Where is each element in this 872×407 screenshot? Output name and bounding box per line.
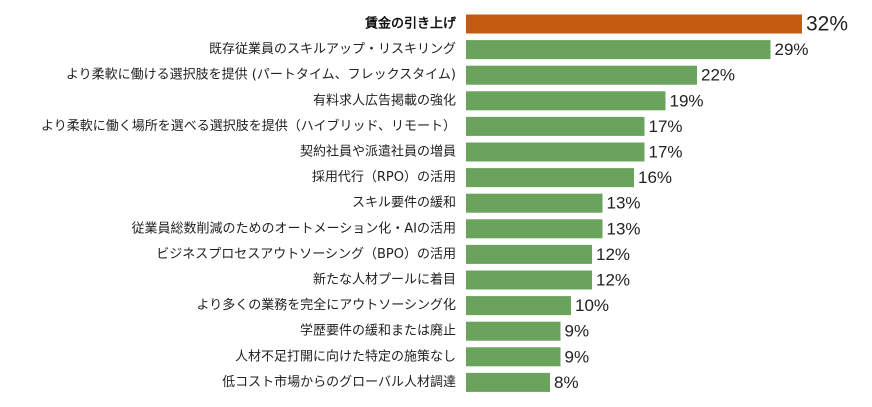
bar xyxy=(466,116,645,136)
value-label: 17% xyxy=(649,142,683,161)
category-label: 契約社員や派遣社員の増員 xyxy=(300,144,456,160)
category-label: 既存従業員のスキルアップ・リスキリング xyxy=(209,41,456,57)
value-label: 13% xyxy=(607,219,641,238)
bar xyxy=(466,91,666,111)
bar xyxy=(466,65,697,85)
bar xyxy=(466,296,571,316)
category-label: スキル要件の緩和 xyxy=(352,196,456,211)
category-label: 採用代行（RPO）の活用 xyxy=(312,170,456,185)
value-label: 9% xyxy=(565,347,590,366)
bar xyxy=(466,193,603,213)
category-label: ビジネスプロセスアウトソーシング（BPO）の活用 xyxy=(156,247,456,262)
category-label: 人材不足打開に向けた特定の施策なし xyxy=(235,348,456,364)
bar xyxy=(466,372,550,392)
category-label: 低コスト市場からのグローバル人材調達 xyxy=(222,374,456,390)
category-label: 賃金の引き上げ xyxy=(364,16,457,32)
bar xyxy=(466,244,592,264)
bar xyxy=(466,270,592,290)
category-label: 従業員総数削減のためのオートメーション化・AIの活用 xyxy=(132,220,456,236)
value-label: 10% xyxy=(575,296,609,315)
bar xyxy=(466,40,771,60)
bar xyxy=(466,321,561,341)
value-label: 9% xyxy=(565,322,590,341)
category-label: 新たな人材プールに着目 xyxy=(313,272,456,288)
bar xyxy=(466,219,603,239)
category-label: 学歴要件の緩和または廃止 xyxy=(300,323,456,339)
value-label: 19% xyxy=(670,91,704,110)
category-label: より柔軟に働く場所を選べる選択肢を提供（ハイブリッド、リモート） xyxy=(41,118,456,134)
category-label: 有料求人広告掲載の強化 xyxy=(313,92,456,108)
value-label: 8% xyxy=(554,373,579,392)
value-label: 16% xyxy=(638,168,672,187)
value-label: 17% xyxy=(649,117,683,136)
value-label: 12% xyxy=(596,245,630,264)
bar xyxy=(466,347,561,367)
value-label: 22% xyxy=(701,66,735,85)
bar xyxy=(466,14,802,34)
category-label: より柔軟に働ける選択肢を提供 (パートタイム、フレックスタイム) xyxy=(66,67,456,83)
value-label: 29% xyxy=(775,40,809,59)
category-label: より多くの業務を完全にアウトソーシング化 xyxy=(197,297,456,313)
bar xyxy=(466,168,634,188)
value-label: 13% xyxy=(607,194,641,213)
bar xyxy=(466,142,645,162)
value-label: 12% xyxy=(596,270,630,289)
value-label: 32% xyxy=(806,13,848,36)
